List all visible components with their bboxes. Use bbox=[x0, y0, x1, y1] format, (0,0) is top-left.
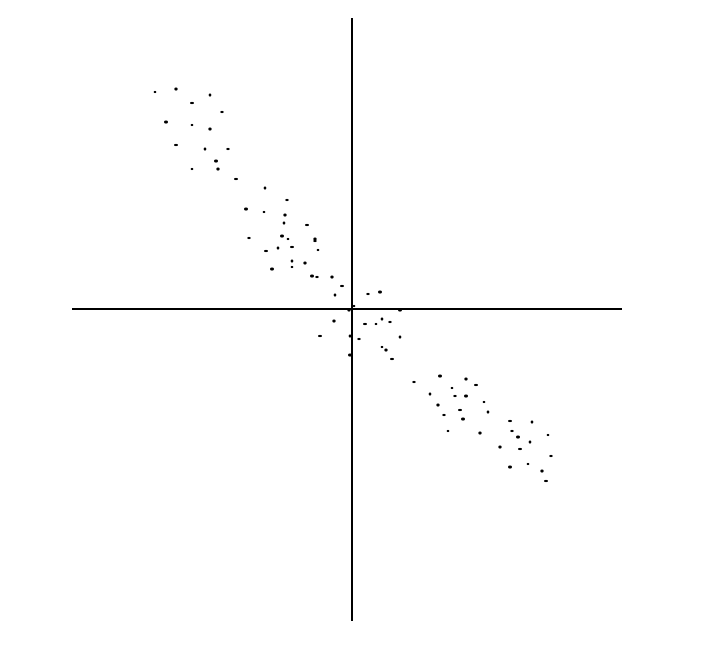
data-point bbox=[244, 207, 248, 211]
data-point bbox=[464, 394, 468, 398]
data-point bbox=[482, 400, 486, 404]
data-point bbox=[216, 167, 220, 171]
data-point bbox=[363, 322, 367, 326]
data-point bbox=[461, 417, 465, 421]
data-point bbox=[464, 377, 468, 381]
data-point bbox=[549, 454, 553, 458]
data-point bbox=[220, 110, 224, 114]
data-point bbox=[315, 275, 319, 279]
data-point bbox=[286, 237, 290, 241]
data-point bbox=[486, 410, 490, 414]
data-point bbox=[332, 319, 336, 323]
data-point bbox=[263, 186, 267, 190]
data-point bbox=[174, 87, 178, 91]
data-point bbox=[516, 435, 520, 439]
data-point bbox=[366, 292, 370, 296]
data-point bbox=[285, 198, 289, 202]
data-point bbox=[276, 246, 280, 250]
data-point bbox=[214, 159, 218, 163]
data-point bbox=[510, 429, 514, 433]
data-point bbox=[442, 413, 446, 417]
data-point bbox=[262, 210, 266, 214]
data-point bbox=[412, 380, 416, 384]
data-point bbox=[190, 167, 194, 171]
data-point bbox=[208, 127, 212, 131]
data-point bbox=[380, 345, 384, 349]
data-point bbox=[313, 239, 317, 243]
data-point bbox=[310, 274, 314, 278]
data-point bbox=[247, 236, 251, 240]
data-point bbox=[348, 353, 352, 357]
data-point bbox=[518, 447, 522, 451]
data-point bbox=[508, 419, 512, 423]
data-point bbox=[318, 334, 322, 338]
data-point bbox=[498, 445, 502, 449]
data-point bbox=[164, 120, 168, 124]
axes bbox=[72, 18, 622, 621]
data-point bbox=[508, 465, 512, 469]
data-point bbox=[390, 357, 394, 361]
data-point bbox=[290, 259, 294, 263]
data-point bbox=[378, 290, 382, 294]
data-point bbox=[153, 90, 157, 94]
data-point bbox=[203, 147, 207, 151]
data-point bbox=[282, 221, 286, 225]
data-point bbox=[283, 213, 287, 217]
data-point bbox=[526, 462, 530, 466]
data-point bbox=[453, 394, 457, 398]
data-point bbox=[438, 374, 442, 378]
data-point bbox=[446, 429, 450, 433]
data-point bbox=[388, 320, 392, 324]
data-point bbox=[352, 304, 356, 308]
data-point bbox=[428, 392, 432, 396]
data-point bbox=[530, 420, 534, 424]
data-point bbox=[384, 348, 388, 352]
data-point bbox=[340, 284, 344, 288]
data-point bbox=[398, 308, 402, 312]
data-point bbox=[190, 101, 194, 105]
data-point bbox=[303, 261, 307, 265]
data-point bbox=[458, 408, 462, 412]
data-point bbox=[234, 177, 238, 181]
data-point bbox=[270, 267, 274, 271]
data-point bbox=[174, 143, 178, 147]
data-point bbox=[305, 223, 309, 227]
data-point bbox=[374, 322, 378, 326]
data-point bbox=[290, 245, 294, 249]
data-point bbox=[290, 265, 294, 269]
data-point bbox=[226, 147, 230, 151]
data-point bbox=[357, 337, 361, 341]
data-point bbox=[380, 317, 384, 321]
data-point bbox=[474, 383, 478, 387]
data-point bbox=[208, 93, 212, 97]
data-point bbox=[264, 249, 268, 253]
data-point bbox=[546, 433, 550, 437]
data-point bbox=[280, 234, 284, 238]
data-point bbox=[544, 479, 548, 483]
data-point bbox=[398, 335, 402, 339]
data-point bbox=[190, 123, 194, 127]
data-point bbox=[348, 334, 352, 338]
data-point bbox=[316, 248, 320, 252]
data-point bbox=[478, 431, 482, 435]
data-point bbox=[333, 293, 337, 297]
data-point bbox=[347, 308, 351, 312]
data-point bbox=[313, 237, 317, 241]
data-point bbox=[528, 440, 532, 444]
data-points bbox=[153, 87, 553, 483]
data-point bbox=[450, 386, 454, 390]
data-point bbox=[436, 403, 440, 407]
data-point bbox=[540, 469, 544, 473]
data-point bbox=[330, 275, 334, 279]
